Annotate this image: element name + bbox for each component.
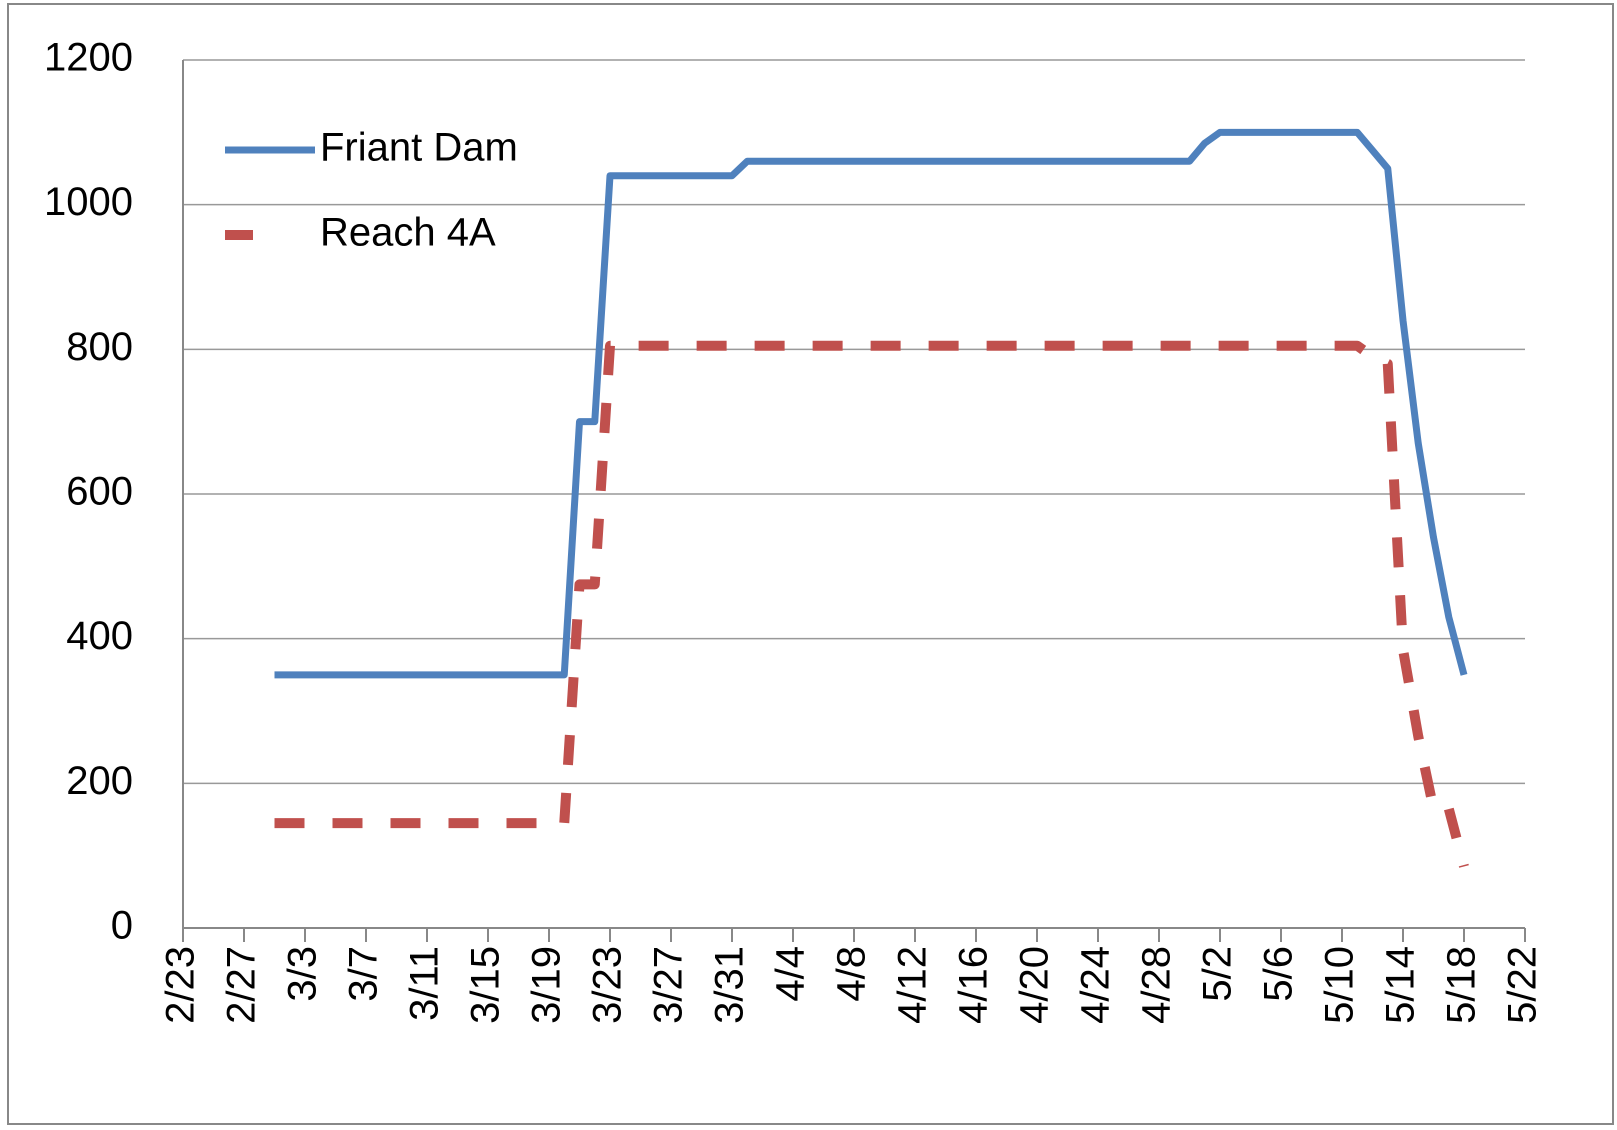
x-tick-label: 3/3 [281, 946, 325, 1002]
legend-label: Friant Dam [320, 126, 518, 170]
x-tick-label: 4/24 [1074, 946, 1118, 1024]
x-tick-label: 2/27 [220, 946, 264, 1024]
x-tick-label: 5/2 [1196, 946, 1240, 1002]
y-tick-label: 1000 [44, 180, 133, 224]
x-tick-label: 4/20 [1013, 946, 1057, 1024]
x-tick-label: 5/18 [1440, 946, 1484, 1024]
x-tick-label: 3/11 [403, 946, 447, 1021]
chart-border [7, 3, 1614, 1125]
x-tick-label: 4/8 [830, 946, 874, 1002]
x-tick-label: 3/23 [586, 946, 630, 1024]
x-tick-label: 4/4 [769, 946, 813, 1002]
x-tick-label: 3/27 [647, 946, 691, 1024]
y-tick-label: 1200 [44, 36, 133, 80]
x-tick-label: 5/6 [1257, 946, 1301, 1002]
legend-label: Reach 4A [320, 211, 496, 255]
x-tick-label: 2/23 [159, 946, 203, 1024]
x-tick-label: 5/14 [1379, 946, 1423, 1024]
x-tick-label: 4/28 [1135, 946, 1179, 1024]
y-tick-label: 0 [111, 904, 133, 948]
x-tick-label: 3/7 [342, 946, 386, 1002]
x-tick-label: 3/15 [464, 946, 508, 1024]
y-tick-label: 400 [66, 614, 133, 658]
y-tick-label: 800 [66, 325, 133, 369]
series-line [274, 128, 1468, 679]
x-tick-label: 5/10 [1318, 946, 1362, 1024]
series-line [274, 340, 1469, 868]
y-tick-label: 600 [66, 470, 133, 514]
x-tick-label: 3/19 [525, 946, 569, 1024]
x-tick-label: 4/16 [952, 946, 996, 1024]
x-tick-label: 4/12 [891, 946, 935, 1024]
x-tick-label: 5/22 [1501, 946, 1545, 1024]
y-tick-label: 200 [66, 759, 133, 803]
x-tick-label: 3/31 [708, 946, 752, 1024]
